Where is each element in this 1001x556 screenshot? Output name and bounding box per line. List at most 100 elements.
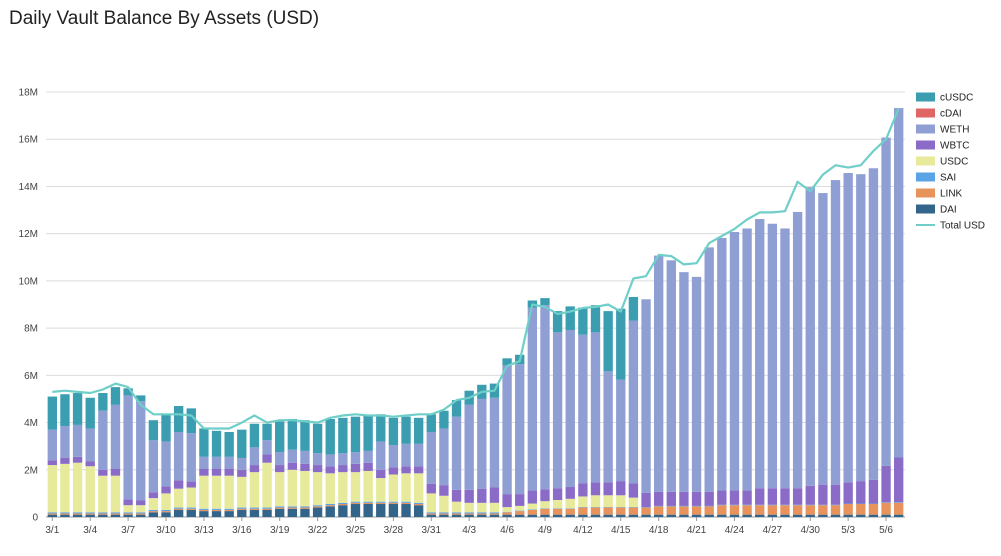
bar-dai[interactable] [679, 514, 689, 517]
bar-cusdc[interactable] [628, 296, 639, 321]
bar-weth[interactable] [527, 307, 538, 491]
bar-dai[interactable] [578, 514, 588, 517]
bar-stack-3-23[interactable] [325, 419, 335, 517]
bar-weth[interactable] [451, 416, 462, 490]
bar-link[interactable] [123, 513, 133, 515]
bar-cusdc[interactable] [565, 306, 575, 330]
bar-wbtc[interactable] [830, 484, 841, 505]
bar-sai[interactable] [148, 509, 159, 512]
bar-weth[interactable] [376, 441, 386, 470]
bar-wbtc[interactable] [616, 481, 626, 496]
bar-link[interactable] [691, 506, 702, 515]
bar-dai[interactable] [60, 514, 70, 517]
bar-wbtc[interactable] [515, 494, 525, 506]
bar-weth[interactable] [717, 237, 727, 491]
bar-usdc[interactable] [237, 476, 247, 508]
bar-link[interactable] [300, 507, 310, 509]
bar-dai[interactable] [439, 514, 449, 517]
bar-stack-4-17[interactable] [641, 299, 651, 517]
bar-link[interactable] [755, 505, 765, 515]
bar-wbtc[interactable] [628, 483, 639, 498]
bar-usdc[interactable] [249, 472, 260, 508]
bar-cusdc[interactable] [47, 396, 57, 430]
bar-cusdc[interactable] [540, 298, 550, 306]
bar-wbtc[interactable] [780, 488, 790, 505]
bar-wbtc[interactable] [338, 465, 348, 473]
bar-cusdc[interactable] [110, 387, 121, 405]
bar-dai[interactable] [590, 514, 601, 517]
bar-wbtc[interactable] [300, 463, 310, 471]
bar-weth[interactable] [262, 440, 272, 455]
bar-weth[interactable] [792, 211, 803, 489]
bar-weth[interactable] [199, 456, 209, 469]
bar-weth[interactable] [843, 172, 853, 483]
bar-wbtc[interactable] [729, 490, 740, 505]
bar-wbtc[interactable] [224, 468, 234, 476]
bar-dai[interactable] [489, 514, 500, 517]
bar-wbtc[interactable] [388, 467, 399, 475]
bar-cusdc[interactable] [136, 395, 146, 402]
bar-usdc[interactable] [552, 500, 563, 509]
bar-dai[interactable] [641, 514, 651, 517]
bar-usdc[interactable] [173, 488, 184, 508]
bar-dai[interactable] [186, 509, 196, 517]
bar-dai[interactable] [805, 514, 815, 517]
bar-usdc[interactable] [376, 478, 386, 502]
bar-sai[interactable] [363, 501, 373, 503]
bar-cusdc[interactable] [376, 414, 386, 442]
bar-link[interactable] [540, 508, 550, 515]
bar-sai[interactable] [47, 512, 57, 514]
bar-wbtc[interactable] [818, 484, 828, 505]
bar-weth[interactable] [552, 332, 563, 489]
bar-wbtc[interactable] [325, 466, 335, 474]
bar-wbtc[interactable] [565, 487, 575, 499]
bar-usdc[interactable] [489, 502, 500, 513]
bar-weth[interactable] [275, 452, 285, 466]
bar-weth[interactable] [691, 276, 702, 492]
bar-usdc[interactable] [148, 498, 159, 510]
bar-usdc[interactable] [527, 503, 538, 510]
bar-dai[interactable] [287, 508, 298, 517]
bar-stack-5-1[interactable] [818, 193, 828, 517]
bar-stack-4-5[interactable] [489, 383, 500, 517]
bar-sai[interactable] [72, 512, 83, 514]
bar-weth[interactable] [211, 456, 222, 469]
bar-wbtc[interactable] [742, 490, 752, 505]
bar-cusdc[interactable] [439, 410, 449, 429]
bar-stack-4-21[interactable] [691, 276, 702, 517]
bar-wbtc[interactable] [856, 481, 866, 504]
bar-wbtc[interactable] [237, 469, 247, 477]
bar-sai[interactable] [249, 507, 260, 509]
bar-stack-3-7[interactable] [123, 388, 133, 517]
bar-cusdc[interactable] [287, 419, 298, 450]
bar-weth[interactable] [603, 371, 613, 483]
bar-stack-3-5[interactable] [98, 393, 108, 517]
bar-wbtc[interactable] [792, 488, 803, 505]
bar-wbtc[interactable] [426, 483, 436, 494]
bar-weth[interactable] [578, 334, 588, 484]
bar-sai[interactable] [325, 504, 335, 506]
bar-sai[interactable] [439, 512, 449, 514]
bar-dai[interactable] [780, 514, 790, 517]
bar-cusdc[interactable] [275, 421, 285, 453]
bar-sai[interactable] [262, 507, 272, 509]
bar-stack-3-25[interactable] [350, 416, 361, 517]
bar-link[interactable] [262, 508, 272, 510]
bar-weth[interactable] [830, 180, 841, 485]
bar-sai[interactable] [376, 501, 386, 503]
bar-weth[interactable] [161, 441, 171, 487]
bar-link[interactable] [338, 504, 348, 506]
bar-cusdc[interactable] [603, 311, 613, 372]
bar-link[interactable] [489, 513, 500, 515]
bar-stack-3-20[interactable] [287, 419, 298, 517]
bar-link[interactable] [312, 506, 323, 508]
bar-weth[interactable] [767, 223, 778, 489]
bar-dai[interactable] [350, 504, 361, 517]
bar-weth[interactable] [287, 449, 298, 463]
bar-wbtc[interactable] [603, 482, 613, 496]
bar-stack-4-18[interactable] [653, 255, 664, 517]
bar-usdc[interactable] [616, 495, 626, 508]
bar-sai[interactable] [413, 502, 424, 505]
bar-wbtc[interactable] [60, 457, 70, 464]
bar-link[interactable] [186, 508, 196, 510]
